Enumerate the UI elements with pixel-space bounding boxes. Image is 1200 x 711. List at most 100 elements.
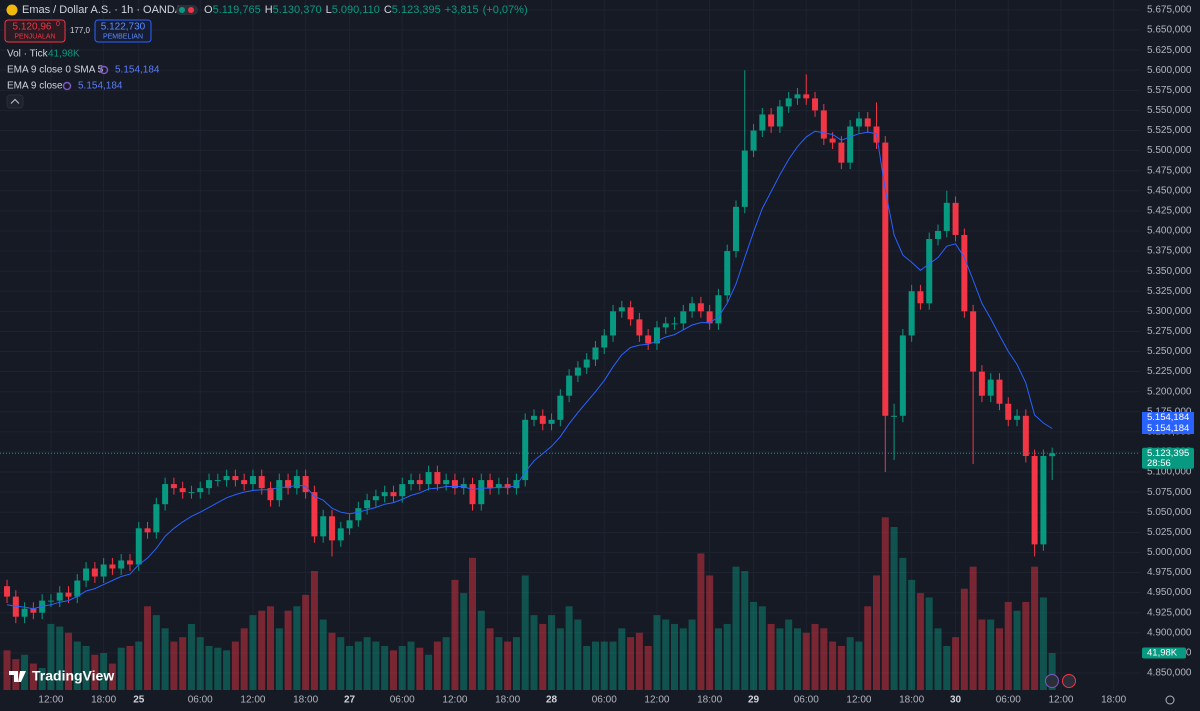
indicator-name[interactable]: Vol · Tick bbox=[7, 49, 49, 60]
candle-body bbox=[302, 476, 309, 493]
last-price-badge bbox=[1142, 447, 1194, 469]
candle-body bbox=[917, 291, 924, 304]
y-tick-label: 4.925,000 bbox=[1147, 607, 1192, 618]
candle-body bbox=[899, 335, 906, 416]
candle-body bbox=[170, 484, 177, 489]
volume-bar bbox=[337, 637, 345, 690]
y-tick-label: 5.000,000 bbox=[1147, 547, 1192, 558]
ohlc-prefix: L bbox=[326, 4, 332, 16]
symbol-title[interactable]: Emas / Dollar A.S. · 1h · OANDA bbox=[22, 4, 183, 16]
y-tick-label: 5.175,000 bbox=[1147, 406, 1192, 417]
candle-body bbox=[1005, 403, 1012, 420]
volume-bar bbox=[170, 641, 178, 690]
candle-body bbox=[943, 202, 950, 231]
volume-bar bbox=[512, 637, 520, 690]
candle-body bbox=[934, 230, 941, 240]
volume-bar bbox=[767, 623, 775, 690]
ohlc-prefix: C bbox=[384, 4, 392, 16]
volume-bar bbox=[442, 637, 450, 690]
candle-body bbox=[109, 564, 116, 569]
volume-bar bbox=[846, 637, 854, 690]
candle-body bbox=[952, 202, 959, 235]
volume-bar bbox=[785, 619, 793, 690]
buy-button[interactable] bbox=[94, 19, 152, 43]
candle-body bbox=[689, 303, 696, 312]
candle-body bbox=[197, 488, 204, 493]
indicator-value: 41,98K bbox=[48, 49, 80, 60]
collapse-button[interactable] bbox=[6, 94, 24, 109]
y-tick-label: 5.275,000 bbox=[1147, 326, 1192, 337]
candle-body bbox=[724, 251, 731, 296]
volume-bar bbox=[108, 663, 116, 690]
volume-bar bbox=[187, 623, 195, 690]
candle-body bbox=[820, 110, 827, 139]
volume-bar bbox=[29, 663, 37, 690]
sell-button[interactable] bbox=[4, 19, 66, 43]
indicator-icon[interactable] bbox=[99, 65, 109, 75]
y-tick-label: 5.250,000 bbox=[1147, 346, 1192, 357]
volume-bar bbox=[750, 601, 758, 690]
candle-body bbox=[636, 319, 643, 336]
candle-body bbox=[759, 114, 766, 131]
volume-bar bbox=[144, 606, 152, 690]
candle-body bbox=[645, 335, 652, 344]
volume-bar bbox=[960, 588, 968, 690]
x-tick-label: 12:00 bbox=[1048, 695, 1073, 706]
alert-button[interactable] bbox=[1045, 674, 1059, 688]
indicator-name[interactable]: EMA 9 close bbox=[7, 81, 63, 92]
x-tick-label: 29 bbox=[748, 695, 760, 706]
symbol-icon[interactable] bbox=[6, 4, 18, 16]
ohlc-prefix: H bbox=[265, 4, 273, 16]
candle-body bbox=[1022, 415, 1029, 456]
change: +3,815 bbox=[445, 4, 479, 16]
indicator-icon[interactable] bbox=[62, 81, 72, 91]
y-tick-label: 5.050,000 bbox=[1147, 507, 1192, 518]
candle-body bbox=[206, 480, 213, 489]
candle-body bbox=[732, 206, 739, 252]
candle-body bbox=[961, 234, 968, 312]
candle-body bbox=[750, 130, 757, 151]
volume-bar bbox=[758, 606, 766, 690]
candle-body bbox=[996, 379, 1003, 404]
volume-bar bbox=[908, 579, 916, 690]
candle-body bbox=[47, 600, 54, 602]
settings-button[interactable] bbox=[1165, 695, 1175, 705]
y-tick-label: 5.225,000 bbox=[1147, 366, 1192, 377]
candle-body bbox=[126, 560, 133, 565]
volume-bar bbox=[934, 628, 942, 690]
candle-body bbox=[566, 375, 573, 396]
volume-bar bbox=[732, 566, 740, 690]
volume-bar bbox=[952, 637, 960, 690]
candle-body bbox=[241, 480, 248, 485]
brand-name[interactable]: TradingView bbox=[32, 668, 114, 684]
candle-body bbox=[451, 480, 458, 489]
candle-body bbox=[970, 311, 977, 372]
volume-bar bbox=[293, 606, 301, 690]
volume-bar bbox=[398, 645, 406, 690]
candle-body bbox=[223, 476, 230, 481]
volume-bar bbox=[881, 517, 889, 690]
volume-bar bbox=[284, 610, 292, 690]
candle-body bbox=[627, 307, 634, 320]
indicator-name[interactable]: EMA 9 close 0 SMA 5 bbox=[7, 65, 104, 76]
x-tick-label: 12:00 bbox=[38, 695, 63, 706]
change-pct: (+0,07%) bbox=[483, 4, 528, 16]
volume-layer bbox=[3, 517, 1056, 690]
y-tick-label: 5.075,000 bbox=[1147, 487, 1192, 498]
y-tick-label: 4.975,000 bbox=[1147, 567, 1192, 578]
volume-bar bbox=[135, 641, 143, 690]
candle-body bbox=[4, 586, 11, 597]
volume-bar bbox=[1004, 601, 1012, 690]
ohlc-legend: O5.119,765 H5.130,370 L5.090,110 C5.123,395… bbox=[204, 4, 528, 16]
y-tick-label: 5.650,000 bbox=[1147, 25, 1192, 36]
y-tick-label: 5.500,000 bbox=[1147, 145, 1192, 156]
candle-body bbox=[776, 106, 783, 127]
overlay-layer: Emas / Dollar A.S. · 1h · OANDA O5.119,7… bbox=[0, 4, 1194, 706]
flag-button[interactable] bbox=[1062, 674, 1076, 688]
candle-body bbox=[1040, 455, 1047, 545]
candle-body bbox=[864, 118, 871, 127]
volume-bar bbox=[504, 641, 512, 690]
buy-caption: PEMBELIAN bbox=[103, 33, 143, 40]
candle-body bbox=[847, 126, 854, 163]
y-tick-label: 5.525,000 bbox=[1147, 125, 1192, 136]
